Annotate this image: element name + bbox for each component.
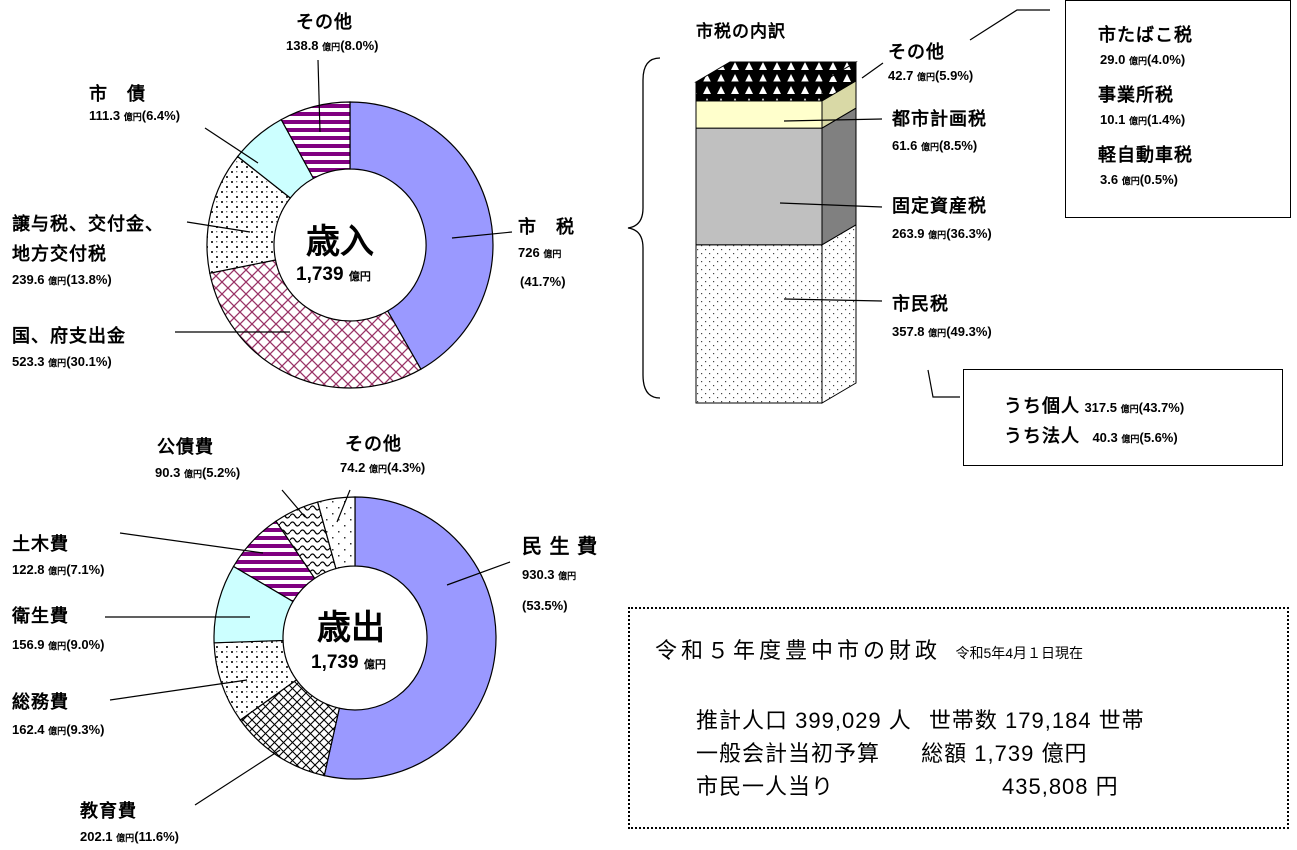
stack-front-resident xyxy=(695,244,823,404)
revenue-center-total: 1,739 億円 xyxy=(296,264,371,285)
individual-tax-row: うち個人 317.5 億円(43.7%) xyxy=(1004,392,1184,418)
revenue-national-value: 523.3 億円(30.1%) xyxy=(12,354,112,369)
expenditure-health-label: 衛生費 xyxy=(12,606,69,626)
stack-side-property xyxy=(821,107,857,246)
budget-row: 一般会計当初予算 総額 1,739 億円 xyxy=(696,736,1087,768)
expenditure-other-value: 74.2 億円(4.3%) xyxy=(340,460,426,475)
stack-top-face xyxy=(694,61,858,83)
budget-label: 一般会計当初予算 xyxy=(696,741,881,766)
individual-tax-label: うち個人 xyxy=(1004,396,1080,416)
revenue-bond-value: 111.3 億円(6.4%) xyxy=(89,108,181,123)
light-vehicle-tax-value: 3.6 億円(0.5%) xyxy=(1100,172,1179,187)
city-tax-stacked-bar xyxy=(694,61,858,404)
households-label: 世帯数 xyxy=(928,708,998,733)
households-value: 179,184 世帯 xyxy=(1005,708,1145,733)
revenue-other-label: その他 xyxy=(296,12,353,32)
other-tax-detail-box: 市たばこ税 29.0 億円(4.0%) 事業所税 10.1 億円(1.4%) 軽… xyxy=(1065,0,1291,218)
revenue-slice-national xyxy=(209,259,422,389)
stack-property-value: 263.9 億円(36.3%) xyxy=(892,226,992,241)
expenditure-debt-value: 90.3 億円(5.2%) xyxy=(155,465,241,480)
expenditure-civil-value: 122.8 億円(7.1%) xyxy=(12,562,105,577)
stack-side-resident xyxy=(821,223,857,404)
revenue-bond-label: 市 債 xyxy=(89,84,146,104)
stack-other-value: 42.7 億円(5.9%) xyxy=(888,68,974,83)
revenue-other-value: 138.8 億円(8.0%) xyxy=(286,38,379,53)
business-tax-value: 10.1 億円(1.4%) xyxy=(1100,112,1186,127)
revenue-transfer-label-1: 譲与税、交付金、 xyxy=(12,214,164,234)
resident-tax-detail-box: うち個人 317.5 億円(43.7%) うち法人 40.3 億円(5.6%) xyxy=(963,369,1283,466)
city-tax-brace xyxy=(627,57,661,399)
revenue-center-title: 歳入 xyxy=(306,223,374,261)
stack-planning-value: 61.6 億円(8.5%) xyxy=(892,138,978,153)
expenditure-leader-lines xyxy=(105,489,511,806)
stack-planning-label: 都市計画税 xyxy=(892,109,987,129)
population-row: 推計人口 399,029 人 世帯数 179,184 世帯 xyxy=(696,703,1145,735)
city-tax-breakdown-title: 市税の内訳 xyxy=(696,22,786,41)
per-capita-row: 市民一人当り xyxy=(696,769,834,801)
tobacco-tax-label: 市たばこ税 xyxy=(1098,25,1193,45)
expenditure-welfare-amount: 930.3 億円 xyxy=(522,567,577,582)
stack-resident-label: 市民税 xyxy=(892,294,949,314)
stack-front-other xyxy=(695,81,823,102)
revenue-donut-chart xyxy=(206,101,494,389)
revenue-slice-other xyxy=(280,101,351,180)
expenditure-slice-other xyxy=(316,496,356,570)
budget-total-value: 1,739 億円 xyxy=(974,741,1088,766)
revenue-city-tax-label: 市 税 xyxy=(518,217,575,237)
per-capita-value: 435,808 円 xyxy=(1002,774,1119,799)
expenditure-civil-label: 土木費 xyxy=(12,534,69,554)
tobacco-tax-value: 29.0 億円(4.0%) xyxy=(1100,52,1186,67)
summary-date: 令和5年4月１日現在 xyxy=(955,645,1084,661)
stack-resident-value: 357.8 億円(49.3%) xyxy=(892,324,992,339)
expenditure-education-value: 202.1 億円(11.6%) xyxy=(80,829,179,844)
stack-leader-lines xyxy=(779,9,1050,398)
stack-front-planning xyxy=(695,100,823,129)
revenue-transfer-value: 239.6 億円(13.8%) xyxy=(12,272,112,287)
individual-tax-value: 317.5 億円(43.7%) xyxy=(1084,400,1185,415)
business-tax-label: 事業所税 xyxy=(1098,85,1174,105)
expenditure-other-label: その他 xyxy=(345,434,402,454)
population-value: 399,029 人 xyxy=(795,708,912,733)
revenue-city-tax-amount: 726 億円 xyxy=(518,245,562,260)
expenditure-donut-chart xyxy=(213,496,497,780)
expenditure-debt-label: 公債費 xyxy=(157,437,214,457)
expenditure-general-value: 162.4 億円(9.3%) xyxy=(12,722,105,737)
budget-total-label: 総額 xyxy=(921,741,968,766)
expenditure-education-label: 教育費 xyxy=(80,801,137,821)
revenue-national-label: 国、府支出金 xyxy=(12,326,126,346)
stack-property-label: 固定資産税 xyxy=(892,196,987,216)
revenue-slice-city-tax xyxy=(349,101,494,371)
expenditure-health-value: 156.9 億円(9.0%) xyxy=(12,637,105,652)
corporate-tax-label: うち法人 xyxy=(1004,426,1080,446)
light-vehicle-tax-label: 軽自動車税 xyxy=(1098,145,1193,165)
stack-front-property xyxy=(695,127,823,246)
summary-heading: 令和５年度豊中市の財政 xyxy=(655,638,942,663)
finance-summary-box: 令和５年度豊中市の財政 令和5年4月１日現在 推計人口 399,029 人 世帯… xyxy=(628,607,1289,829)
stack-other-label: その他 xyxy=(888,42,945,62)
expenditure-center-total: 1,739 億円 xyxy=(311,652,386,673)
expenditure-slice-welfare xyxy=(323,496,497,780)
corporate-tax-row: うち法人 40.3 億円(5.6%) xyxy=(1004,422,1178,448)
revenue-city-tax-pct: (41.7%) xyxy=(520,274,566,289)
revenue-transfer-label-2: 地方交付税 xyxy=(12,244,107,264)
revenue-leader-lines xyxy=(175,59,513,333)
population-label: 推計人口 xyxy=(696,708,789,733)
expenditure-welfare-pct: (53.5%) xyxy=(522,598,568,613)
expenditure-general-label: 総務費 xyxy=(12,692,69,712)
corporate-tax-value: 40.3 億円(5.6%) xyxy=(1092,430,1178,445)
per-capita-label: 市民一人当り xyxy=(696,774,835,799)
expenditure-center-title: 歳出 xyxy=(317,609,385,647)
expenditure-welfare-label: 民 生 費 xyxy=(522,536,599,558)
summary-header: 令和５年度豊中市の財政 令和5年4月１日現在 xyxy=(655,633,1083,665)
